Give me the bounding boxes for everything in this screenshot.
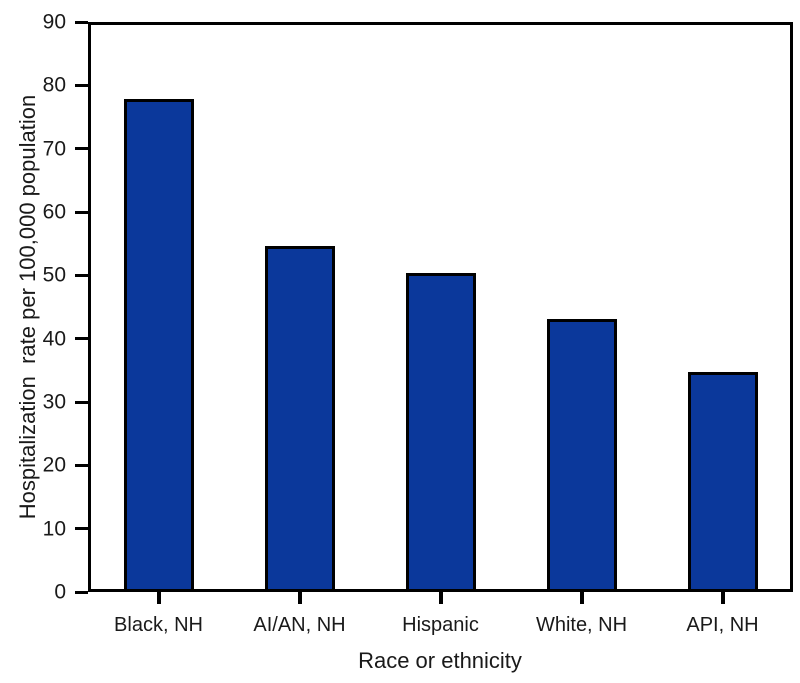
y-tick-mark <box>75 590 88 594</box>
bar-ai-an-nh <box>264 246 335 589</box>
x-tick-mark <box>297 592 302 604</box>
y-tick-mark <box>75 463 88 467</box>
y-tick-mark <box>75 337 88 341</box>
x-tick-mark <box>438 592 443 604</box>
y-tick-label: 90 <box>42 10 66 34</box>
y-tick-label: 0 <box>54 580 66 604</box>
y-tick-mark <box>75 20 88 24</box>
y-tick-label: 10 <box>42 517 66 541</box>
bar-white-nh <box>546 319 617 589</box>
bar-black-nh <box>123 99 194 589</box>
x-tick-mark <box>156 592 161 604</box>
x-category-label: API, NH <box>686 614 759 636</box>
plot-area <box>88 22 793 592</box>
x-category-label: White, NH <box>535 614 628 636</box>
y-tick-mark <box>75 273 88 277</box>
x-category-label: AI/AN, NH <box>253 614 346 636</box>
x-category-label: Hispanic <box>402 614 479 636</box>
x-category-label: Black, NH <box>114 614 203 636</box>
y-tick-mark <box>75 147 88 151</box>
y-tick-mark <box>75 527 88 531</box>
x-tick-mark <box>579 592 584 604</box>
y-tick-label: 80 <box>42 73 66 97</box>
y-tick-label: 30 <box>42 390 66 414</box>
y-tick-label: 20 <box>42 453 66 477</box>
x-tick-mark <box>720 592 725 604</box>
y-tick-label: 50 <box>42 263 66 287</box>
y-tick-mark <box>75 83 88 87</box>
bar-hispanic <box>405 273 476 589</box>
y-tick-label: 60 <box>42 200 66 224</box>
y-tick-mark <box>75 400 88 404</box>
y-tick-mark <box>75 210 88 214</box>
bar-api-nh <box>687 372 758 589</box>
y-tick-label: 70 <box>42 137 66 161</box>
y-tick-label: 40 <box>42 327 66 351</box>
x-axis-title: Race or ethnicity <box>358 648 522 673</box>
